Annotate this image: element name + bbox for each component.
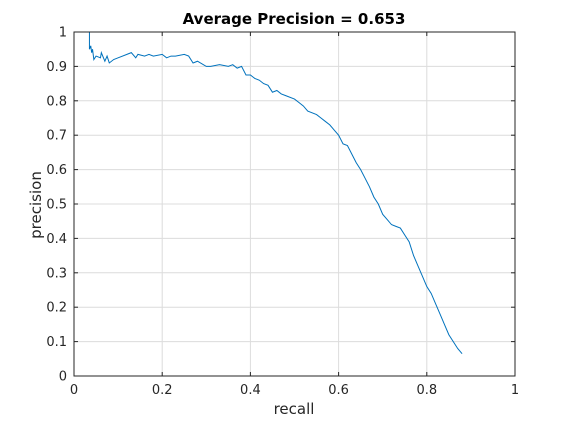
- x-tick-label: 0.4: [240, 383, 261, 398]
- y-tick-label: 0.5: [46, 198, 67, 213]
- y-tick-label: 0.1: [46, 335, 67, 350]
- x-tick-label: 0.8: [416, 383, 437, 398]
- ticks: 0 0.2 0.4 0.6 0.8 1 0 0.1 0.2 0.3 0.4 0.5 0.6 0.7 0.8 0…: [46, 26, 519, 399]
- y-tick-label: 0.3: [46, 266, 67, 281]
- y-axis-label: precision: [27, 171, 45, 239]
- series-layer: [74, 31, 463, 354]
- x-tick-label: 0: [70, 383, 78, 398]
- x-axis-label: recall: [274, 400, 315, 418]
- grid-lines: [74, 32, 515, 376]
- y-tick-label: 0: [59, 370, 67, 385]
- chart-title: Average Precision = 0.653: [183, 10, 406, 28]
- x-tick-label: 0.2: [152, 383, 173, 398]
- y-tick-label: 0.2: [46, 301, 67, 316]
- y-tick-label: 0.4: [46, 232, 67, 247]
- y-tick-label: 1: [59, 26, 67, 41]
- x-tick-label: 0.6: [328, 383, 349, 398]
- y-tick-label: 0.6: [46, 163, 67, 178]
- x-tick-label: 1: [511, 383, 519, 398]
- y-tick-label: 0.7: [46, 129, 67, 144]
- y-tick-label: 0.9: [46, 60, 67, 75]
- y-tick-label: 0.8: [46, 94, 67, 109]
- precision-recall-curve: [74, 31, 463, 354]
